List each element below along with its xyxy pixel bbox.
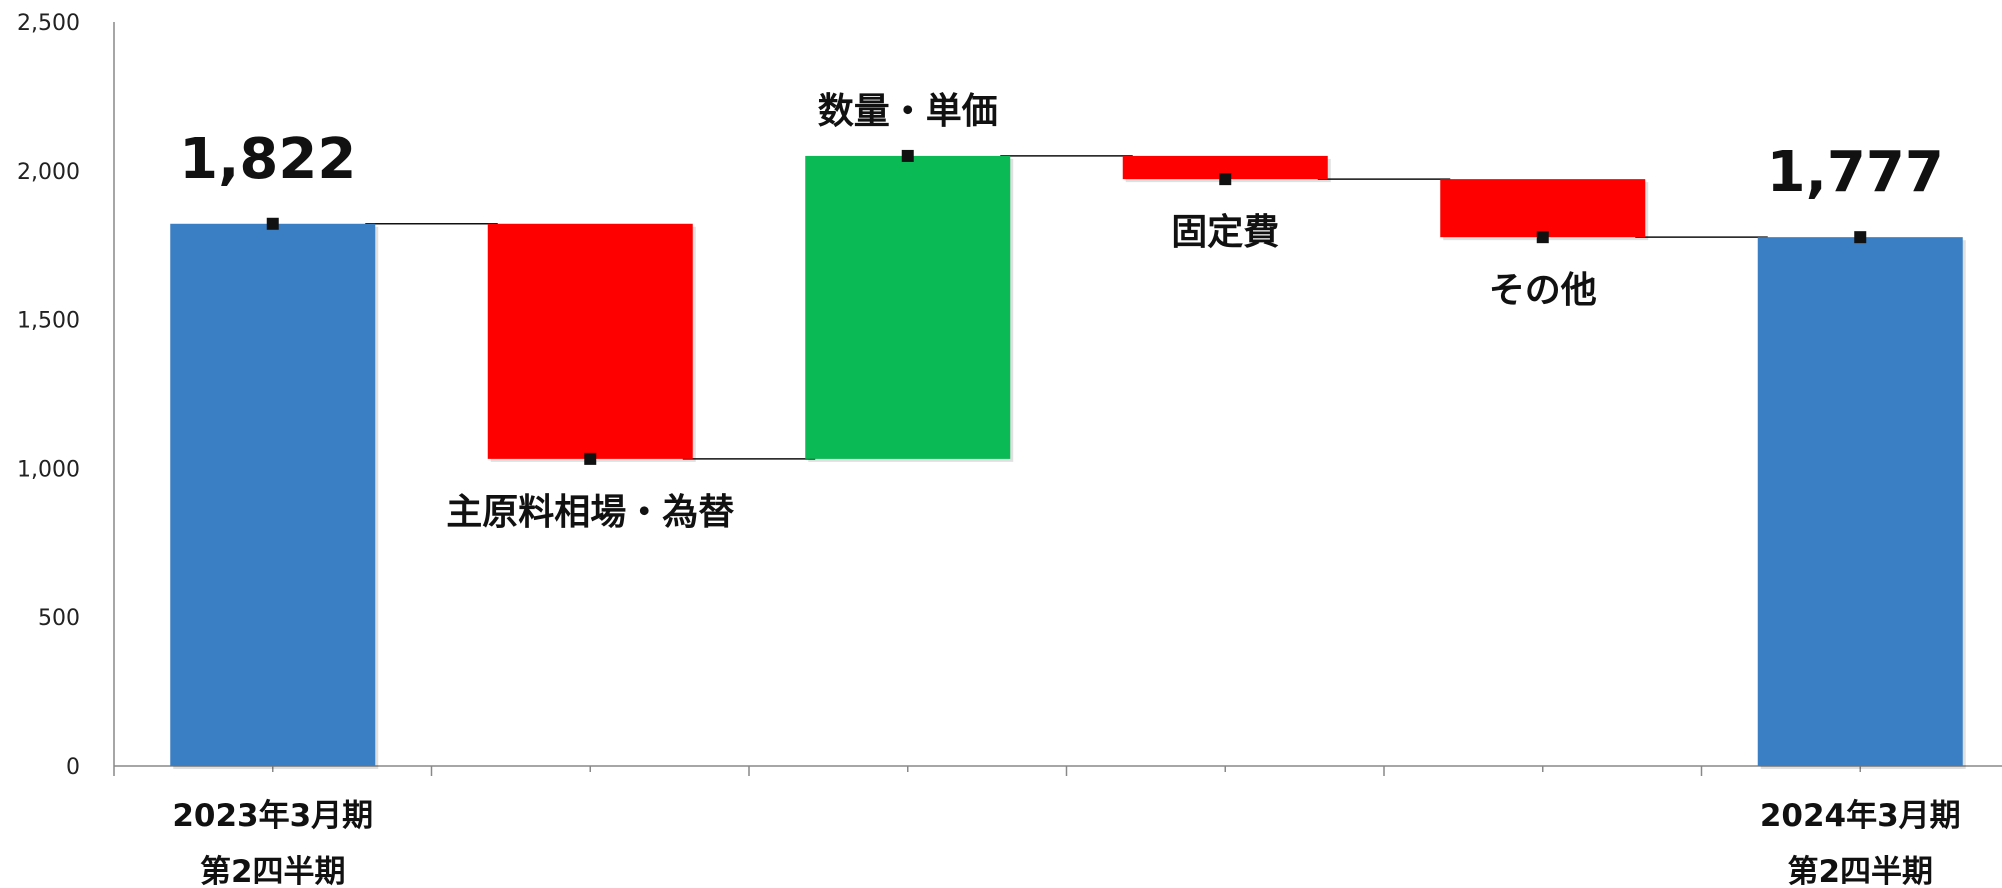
x-category-label: 第2四半期 [200,854,346,888]
bar-decrease [1122,155,1328,180]
y-tick-label: 1,500 [17,309,80,334]
bar-decrease [487,223,693,459]
bars [170,155,1966,769]
y-tick-label: 2,500 [17,11,80,36]
value-label: 1,777 [1767,140,1944,205]
y-tick-label: 0 [66,755,80,780]
end-marker [1854,231,1867,244]
end-marker [584,452,597,465]
x-category-label: 2024年3月期 [1760,798,1961,834]
x-category-label: 2023年3月期 [172,798,373,834]
markers [266,149,1867,465]
step-label: 数量・単価 [818,91,998,132]
step-label: 固定費 [1171,212,1279,253]
bar-increase [805,155,1011,459]
end-marker [901,149,914,162]
end-marker [266,217,279,230]
y-tick-label: 1,000 [17,457,80,482]
y-tick-label: 500 [38,606,80,631]
y-axis: 0 500 1,000 1,500 2,000 2,500 [17,11,115,780]
x-category-label: 第2四半期 [1787,854,1933,888]
bar-total [170,223,376,766]
y-tick-label: 2,000 [17,160,80,185]
step-label: 主原料相場・為替 [446,492,734,533]
step-label: その他 [1489,270,1597,311]
bar-decrease [1440,179,1646,238]
bar-total [1757,237,1963,766]
end-marker [1536,231,1549,244]
end-marker [1219,173,1232,186]
connector-lines [365,155,1768,460]
value-label: 1,822 [179,127,356,192]
